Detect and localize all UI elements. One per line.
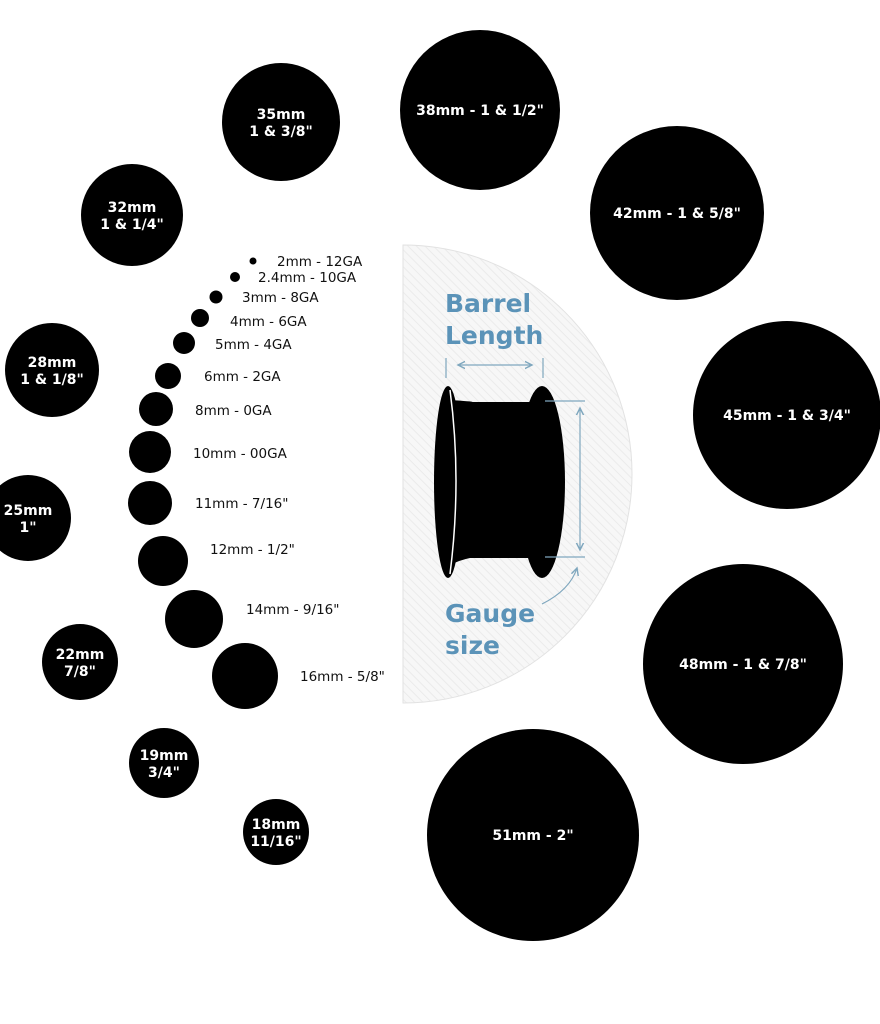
size-label: 51mm - 2" [492,828,573,844]
plug-circle [42,624,118,700]
size-label: 3mm - 8GA [242,290,319,306]
size-label: 18mm [252,817,301,833]
size-label: 22mm [56,647,105,663]
plug-circle [643,564,843,764]
size-label: 10mm - 00GA [193,446,288,462]
size-inch-label: 1 & 3/8" [249,124,313,140]
plug-dot [138,536,188,586]
plug-dot [155,363,181,389]
size-circle-small: 5mm - 4GA [173,332,292,354]
size-circle-large: 45mm - 1 & 3/4" [693,321,880,509]
size-circle-small: 6mm - 2GA [155,363,281,389]
size-label: 6mm - 2GA [204,369,281,385]
size-inch-label: 1 & 1/8" [20,372,84,388]
plug-dot [209,290,223,304]
size-label: 16mm - 5/8" [300,669,385,685]
size-circle-small: 2mm - 12GA [249,254,363,270]
gauge-label: Gauge [445,599,535,628]
size-circle-small: 4mm - 6GA [191,309,307,330]
plug-circle [693,321,880,509]
size-label: 38mm - 1 & 1/2" [416,103,544,119]
plug-circle [427,729,639,941]
size-circle-large: 42mm - 1 & 5/8" [590,126,764,300]
plug-circle [590,126,764,300]
barrel-length-arrow [445,358,544,378]
plug-circle [243,799,309,865]
size-circle-large: 38mm - 1 & 1/2" [400,30,560,190]
size-label: 42mm - 1 & 5/8" [613,206,741,222]
plug-dot [230,272,240,282]
size-circle-small: 10mm - 00GA [129,431,288,473]
size-label: 28mm [28,355,77,371]
size-label: 2mm - 12GA [277,254,363,270]
plug-dot [212,643,278,709]
size-label: 14mm - 9/16" [246,602,339,618]
size-circle-small: 14mm - 9/16" [165,590,339,648]
size-circle-small: 2.4mm - 10GA [230,270,357,286]
size-inch-label: 1" [19,520,36,536]
barrel-label: Barrel [445,289,531,318]
size-inch-label: 11/16" [250,834,301,850]
size-circle-large: 48mm - 1 & 7/8" [643,564,843,764]
plug-circle [5,323,99,417]
plug-circle [129,728,199,798]
plug-dot [165,590,223,648]
plug-circle [0,475,71,561]
plug-dot [128,481,172,525]
size-circle-small: 11mm - 7/16" [128,481,288,525]
size-label: 45mm - 1 & 3/4" [723,408,851,424]
size-circle-small: 8mm - 0GA [139,392,272,426]
size-circle-small: 3mm - 8GA [209,290,319,306]
size-inch-label: 1 & 1/4" [100,217,164,233]
size-label: 4mm - 6GA [230,314,307,330]
plug-circle [222,63,340,181]
size-inch-label: 7/8" [64,664,96,680]
plug-circle [400,30,560,190]
length-label: Length [445,321,543,350]
size-label: 5mm - 4GA [215,337,292,353]
size-circle-large: 51mm - 2" [427,729,639,941]
gauge-size-arrow [541,400,585,605]
plug-circle [81,164,183,266]
size-label: 8mm - 0GA [195,403,272,419]
size-label: 12mm - 1/2" [210,542,295,558]
size-inch-label: 3/4" [148,765,180,781]
size-label: 2.4mm - 10GA [258,270,357,286]
size-label: 11mm - 7/16" [195,496,288,512]
size-label: 48mm - 1 & 7/8" [679,657,807,673]
plug-dot [139,392,173,426]
size-circle-small: 12mm - 1/2" [138,536,295,586]
plug-dot [173,332,195,354]
size-label: size [445,631,500,660]
plug-dot [191,309,209,327]
size-label: 35mm [257,107,306,123]
size-label: 19mm [140,748,189,764]
plug-dot [249,257,257,265]
size-label: 25mm [4,503,53,519]
plug-illustration [434,386,565,578]
size-label: 32mm [108,200,157,216]
plug-dot [129,431,171,473]
size-circle-small: 16mm - 5/8" [212,643,385,709]
